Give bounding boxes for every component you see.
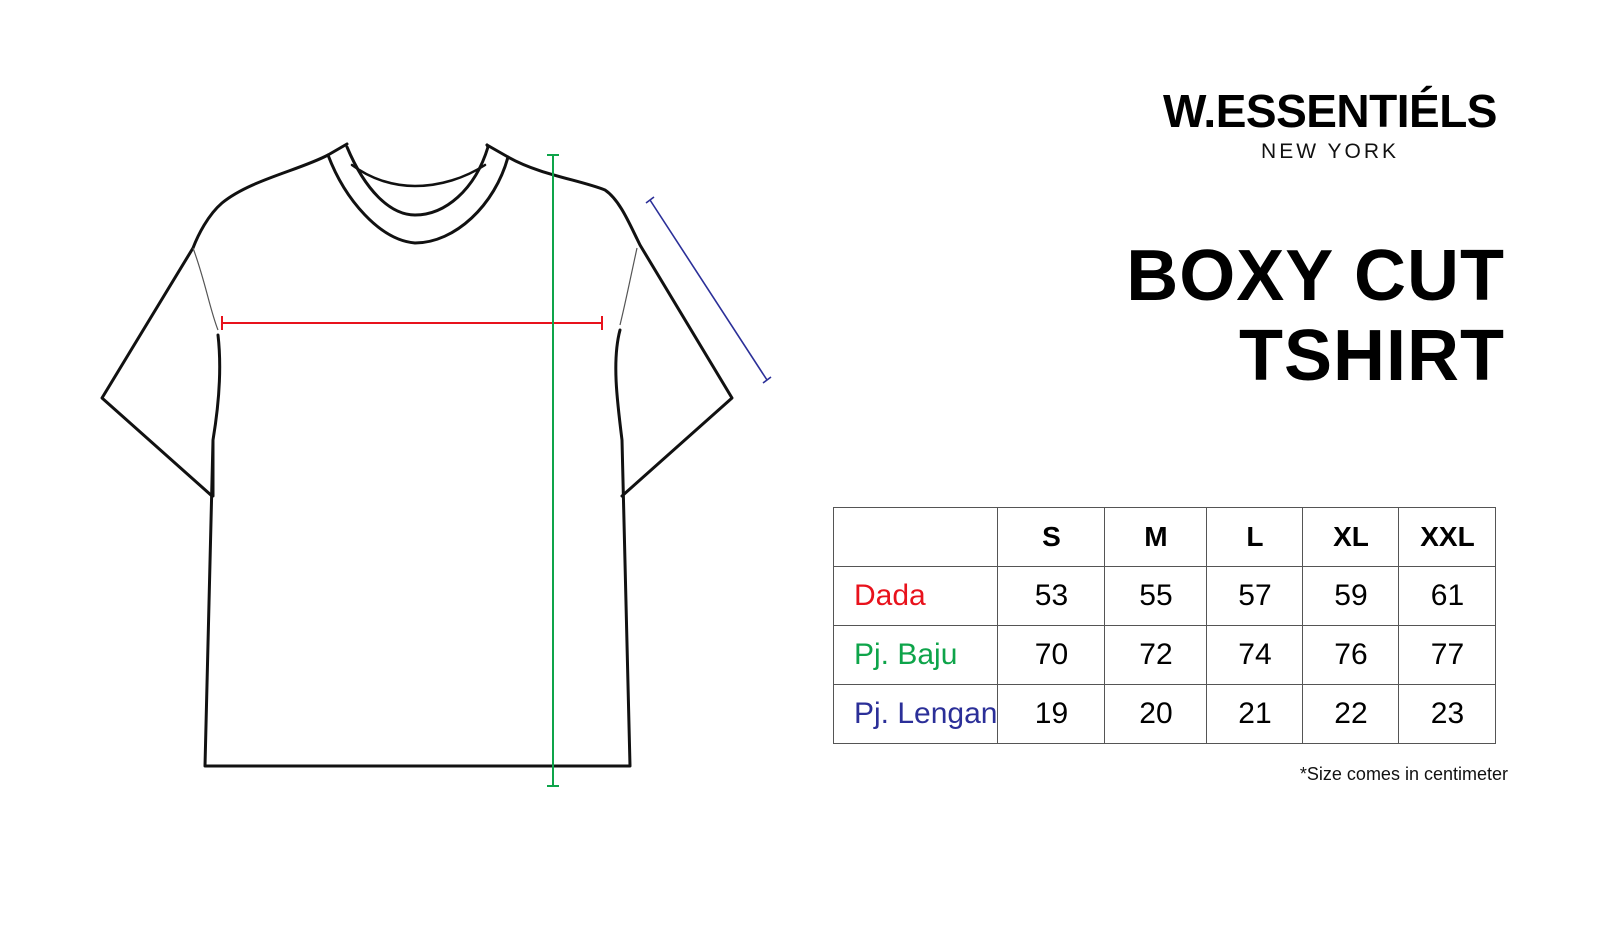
table-row: Dada 53 55 57 59 61 [832,566,1497,626]
size-chart-table: S M L XL XXL Dada 53 55 57 59 61 Pj. Baj… [832,507,1497,744]
table-cell: 76 [1302,625,1400,685]
product-title: BOXY CUT TSHIRT [1126,236,1505,396]
sleeve-measure-line [645,196,772,384]
table-row: Pj. Baju 70 72 74 76 77 [832,625,1497,685]
table-header-row: S M L XL XXL [832,507,1497,567]
table-cell: 72 [1104,625,1208,685]
chest-measure-line [221,316,603,330]
row-label-dada: Dada [832,566,999,626]
header-cell: XL [1302,507,1400,567]
table-row: Pj. Lengan 19 20 21 22 23 [832,684,1497,744]
brand-location: NEW YORK [1261,140,1399,163]
table-cell: 59 [1302,566,1400,626]
title-line-1: BOXY CUT [1126,236,1505,316]
table-cell: 20 [1104,684,1208,744]
table-cell: 19 [997,684,1106,744]
table-cell: 53 [997,566,1106,626]
table-cell: 74 [1206,625,1304,685]
row-label-pj-lengan: Pj. Lengan [832,684,999,744]
table-cell: 70 [997,625,1106,685]
table-cell: 57 [1206,566,1304,626]
unit-note: *Size comes in centimeter [1299,764,1508,784]
table-cell: 61 [1398,566,1497,626]
row-label-pj-baju: Pj. Baju [832,625,999,685]
brand-name: W.ESSENTIÉLS [1163,85,1497,137]
tshirt-outline [100,142,734,768]
header-cell: M [1104,507,1208,567]
tshirt-diagram [100,142,772,787]
header-cell: S [997,507,1106,567]
armhole-line [192,247,638,331]
table-cell: 77 [1398,625,1497,685]
header-cell: XXL [1398,507,1497,567]
table-cell: 22 [1302,684,1400,744]
table-cell: 23 [1398,684,1497,744]
length-measure-line [547,154,559,787]
brand-logo: W.ESSENTIÉLS NEW YORK [1163,88,1497,164]
header-cell: L [1206,507,1304,567]
header-cell [832,507,999,567]
table-cell: 21 [1206,684,1304,744]
table-cell: 55 [1104,566,1208,626]
title-line-2: TSHIRT [1239,316,1505,396]
